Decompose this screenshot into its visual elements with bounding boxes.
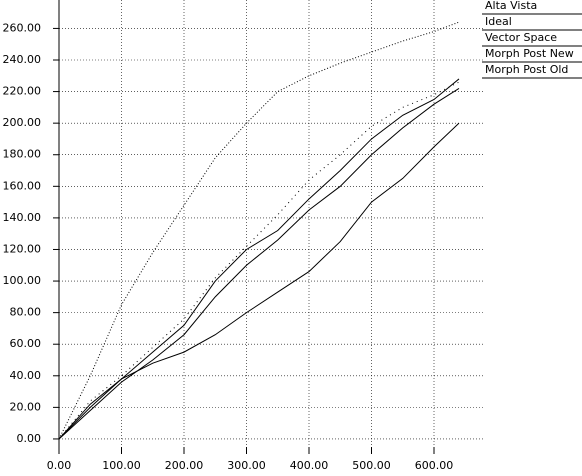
series-line [58, 78, 460, 440]
y-tick-label: 140.00 [3, 211, 42, 224]
y-tick-label: 260.00 [3, 21, 42, 34]
y-tick-label: 60.00 [10, 337, 42, 350]
y-tick-label: 100.00 [3, 274, 42, 287]
x-tick-label: 400.00 [290, 459, 329, 472]
series-line [58, 21, 460, 440]
series-line [58, 87, 460, 440]
y-tick-label: 220.00 [3, 85, 42, 98]
legend-label: Morph Post Old [485, 63, 568, 76]
y-tick-label: 20.00 [10, 400, 42, 413]
x-tick-label: 500.00 [352, 459, 391, 472]
x-tick-label: 300.00 [227, 459, 266, 472]
y-tick-label: 40.00 [10, 369, 42, 382]
series-line [58, 122, 460, 440]
legend-label: Alta Vista [485, 0, 537, 12]
legend-label: Ideal [485, 15, 512, 28]
series-line [58, 81, 460, 440]
x-tick-label: 0.00 [47, 459, 72, 472]
legend-label: Morph Post New [485, 47, 574, 60]
x-tick-label: 600.00 [415, 459, 454, 472]
y-tick-label: 80.00 [10, 306, 42, 319]
y-tick-label: 200.00 [3, 116, 42, 129]
y-tick-label: 240.00 [3, 53, 42, 66]
legend-label: Vector Space [485, 31, 557, 44]
y-tick-label: 120.00 [3, 242, 42, 255]
y-tick-label: 160.00 [3, 179, 42, 192]
x-tick-label: 100.00 [102, 459, 141, 472]
y-tick-label: 0.00 [17, 432, 42, 445]
x-tick-label: 200.00 [165, 459, 204, 472]
y-tick-label: 180.00 [3, 148, 42, 161]
